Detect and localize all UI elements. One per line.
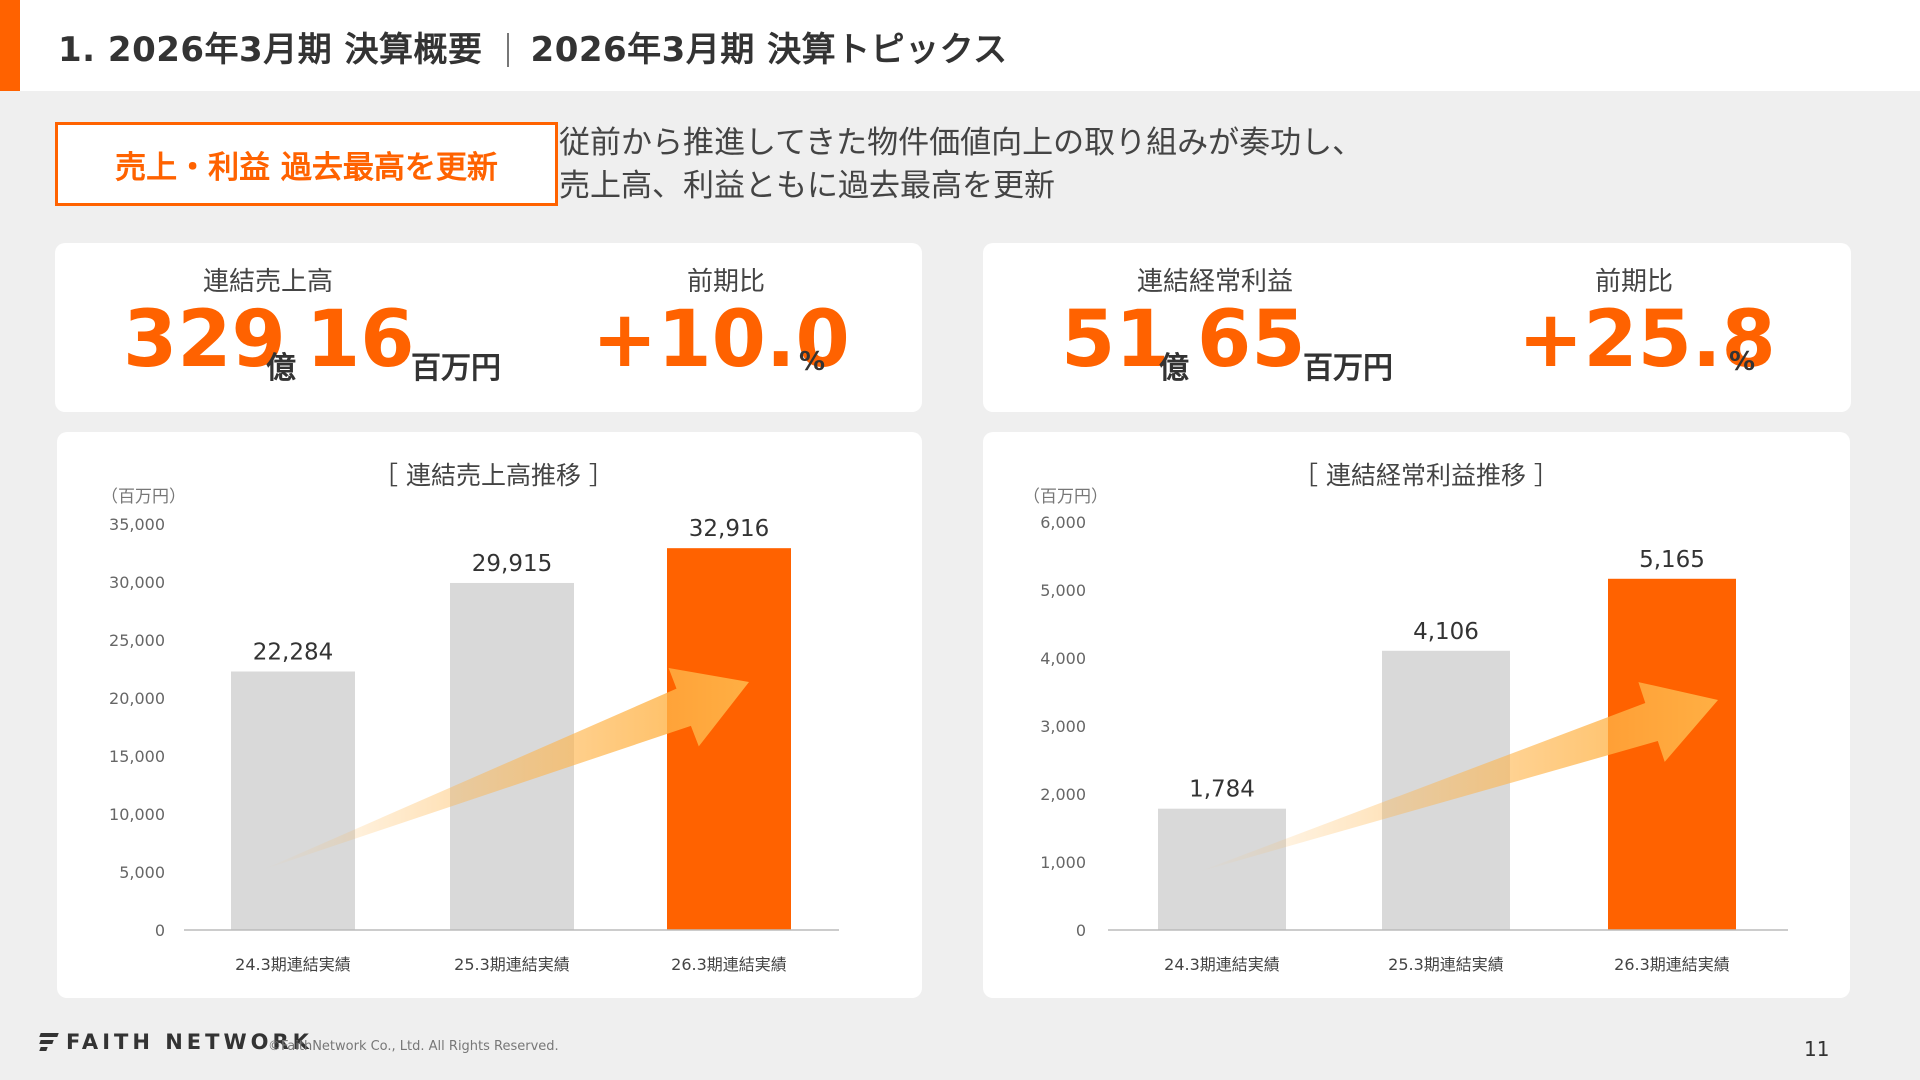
bar-value-label: 5,165 [1639,547,1705,573]
kpi-sales-yoy-value: +10.0 [592,295,850,385]
logo-mark-icon [39,1031,59,1053]
kpi-card-ordinary-profit: 連結経常利益 前期比 51 億 65 百万円 +25.8 % [983,243,1851,412]
headline-text: 従前から推進してきた物件価値向上の取り組みが奏功し、 売上高、利益ともに過去最高… [559,122,1363,208]
y-tick-label: 4,000 [1040,649,1086,668]
topic-title: 2026年3月期 決算トピックス [530,30,1008,70]
x-tick-label: 26.3期連結実績 [1614,955,1730,974]
slide-header: 1. 2026年3月期 決算概要 2026年3月期 決算トピックス [0,0,1920,91]
y-tick-label: 35,000 [109,515,165,534]
kpi-card-sales: 連結売上高 前期比 329 億 16 百万円 +10.0 % [55,243,922,412]
chart-card-ordinary-profit: ［ 連結経常利益推移 ］ （百万円） 0 1,000 2,000 3,000 4,000… [983,432,1850,998]
y-tick-label: 1,000 [1040,853,1086,872]
y-tick-label: 10,000 [109,805,165,824]
kpi-ordinary-yoy-unit: % [1729,347,1756,377]
x-tick-label: 25.3期連結実績 [454,955,570,974]
bar-value-label: 1,784 [1189,777,1255,803]
bar [1608,578,1736,930]
y-tick-label: 20,000 [109,689,165,708]
bar-value-label: 32,916 [689,516,769,542]
kpi-sales-label: 連結売上高 [203,267,334,297]
bar [231,671,355,930]
y-tick-label: 5,000 [1040,581,1086,600]
copyright: ©FaithNetwork Co., Ltd. All Rights Reser… [268,1039,559,1054]
y-tick-label: 15,000 [109,747,165,766]
logo-text: FAITH NETWORK [66,1030,313,1054]
kpi-sales-yoy-unit: % [799,347,826,377]
chart-ordinary-svg: 0 1,000 2,000 3,000 4,000 5,000 6,000 1,784 24.3… [1040,513,1788,974]
bar-value-label: 4,106 [1413,619,1479,645]
chart-ordinary-y-unit: （百万円） [1023,487,1108,507]
kpi-ordinary-oku-value: 51 [1061,295,1170,385]
headline-line-2: 売上高、利益ともに過去最高を更新 [559,168,1055,204]
trend-arrow-icon [262,668,749,870]
bar [1158,808,1286,930]
header-accent-bar [0,0,20,91]
trend-arrow-icon [1198,682,1718,872]
bar-value-label: 29,915 [472,551,552,577]
chart-title-ordinary: ［ 連結経常利益推移 ］ [1293,461,1559,490]
chart-title-sales: ［ 連結売上高推移 ］ [373,461,614,490]
x-tick-label: 24.3期連結実績 [1164,955,1280,974]
section-title: 1. 2026年3月期 決算概要 [58,30,483,70]
kpi-sales-mil-unit: 百万円 [411,351,501,386]
y-tick-label: 2,000 [1040,785,1086,804]
kpi-ordinary-label: 連結経常利益 [1137,267,1294,297]
x-tick-label: 26.3期連結実績 [671,955,787,974]
chart-sales-svg: 0 5,000 10,000 15,000 20,000 25,000 30,000 35,0… [109,515,839,974]
kpi-ordinary-yoy-label: 前期比 [1595,267,1674,297]
y-tick-label: 3,000 [1040,717,1086,736]
kpi-ordinary-yoy-value: +25.8 [1518,295,1776,385]
kpi-sales-mil-value: 16 [306,295,415,385]
title-divider [506,33,509,67]
x-tick-label: 24.3期連結実績 [235,955,351,974]
chart-sales-y-unit: （百万円） [101,487,186,507]
headline-badge: 売上・利益 過去最高を更新 [55,122,558,206]
page-number: 11 [1804,1037,1830,1061]
kpi-sales-oku-value: 329 [123,295,286,385]
y-tick-label: 6,000 [1040,513,1086,532]
company-logo: FAITH NETWORK [39,1030,313,1054]
kpi-ordinary-oku-unit: 億 [1159,351,1189,386]
bar [667,548,791,930]
kpi-ordinary-mil-value: 65 [1197,295,1306,385]
y-tick-label: 0 [155,921,165,940]
kpi-sales-oku-unit: 億 [266,351,296,386]
y-tick-label: 0 [1076,921,1086,940]
kpi-ordinary-mil-unit: 百万円 [1303,351,1393,386]
headline-line-1: 従前から推進してきた物件価値向上の取り組みが奏功し、 [559,125,1364,161]
x-tick-label: 25.3期連結実績 [1388,955,1504,974]
kpi-sales-yoy-label: 前期比 [687,267,766,297]
chart-card-sales: ［ 連結売上高推移 ］ （百万円） 0 5,000 10,000 15,000 20,0… [57,432,922,998]
y-tick-label: 25,000 [109,631,165,650]
bar-value-label: 22,284 [253,640,333,666]
y-tick-label: 5,000 [119,863,165,882]
header-title: 1. 2026年3月期 決算概要 2026年3月期 決算トピックス [58,22,1008,71]
y-tick-label: 30,000 [109,573,165,592]
